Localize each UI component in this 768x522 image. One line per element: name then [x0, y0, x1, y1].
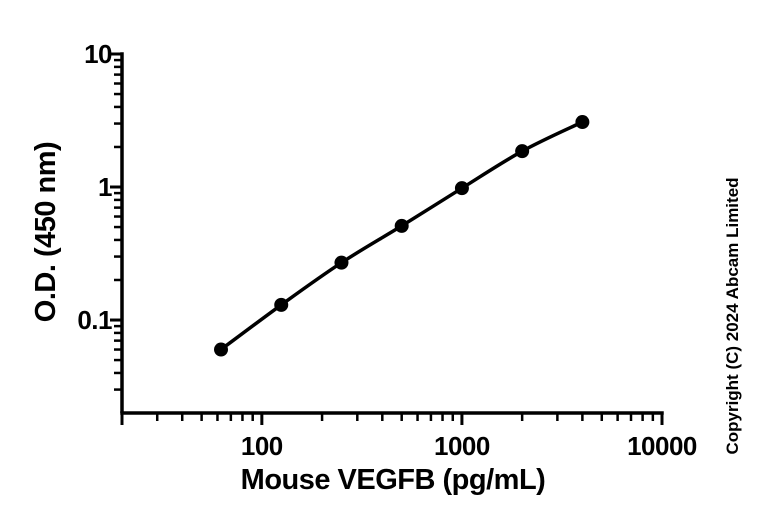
x-tick-label: 100: [241, 431, 283, 461]
copyright-notice: Copyright (C) 2024 Abcam Limited: [723, 177, 742, 455]
data-point-marker: [214, 342, 229, 357]
y-tick-label: 10: [84, 39, 112, 69]
x-tick-label: 10000: [627, 431, 697, 461]
y-tick-label: 1: [98, 172, 112, 202]
standard-curve-line: [219, 120, 585, 352]
y-tick-label: 0.1: [77, 305, 112, 335]
data-point-marker: [575, 115, 590, 130]
data-point-marker: [394, 218, 409, 233]
data-point-marker: [334, 255, 349, 270]
x-tick-label: 1000: [434, 431, 490, 461]
x-axis-title: Mouse VEGFB (pg/mL): [240, 464, 546, 496]
data-point-marker: [515, 144, 530, 159]
data-point-marker: [274, 297, 289, 312]
data-point-marker: [454, 181, 469, 196]
y-axis-title: O.D. (450 nm): [30, 141, 62, 323]
